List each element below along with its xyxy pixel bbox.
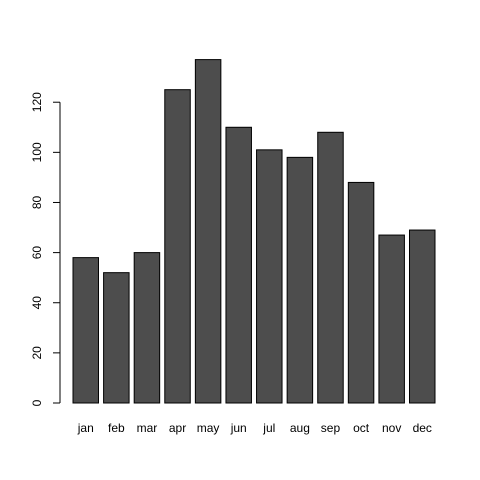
bar: [164, 89, 191, 404]
x-tick-label: nov: [382, 421, 401, 435]
y-tick-label: 100: [30, 142, 44, 162]
x-tick-label: jun: [230, 421, 247, 435]
bar: [103, 272, 130, 404]
x-tick-label: oct: [353, 421, 370, 435]
y-tick-label: 80: [30, 195, 44, 209]
y-tick-label: 0: [30, 399, 44, 406]
bar: [256, 149, 283, 404]
bar: [347, 181, 375, 404]
bar: [72, 257, 99, 404]
bar: [225, 126, 252, 404]
x-tick-label: sep: [321, 421, 341, 435]
bar: [378, 234, 405, 404]
x-tick-label: aug: [290, 421, 310, 435]
x-tick-label: mar: [137, 421, 158, 435]
bar: [409, 229, 436, 404]
y-tick-label: 20: [30, 346, 44, 360]
x-tick-label: feb: [108, 421, 125, 435]
y-tick-label: 120: [30, 92, 44, 112]
y-tick-label: 40: [30, 296, 44, 310]
bar: [286, 156, 314, 404]
x-tick-label: may: [197, 421, 220, 435]
bar: [194, 59, 222, 404]
bar: [317, 131, 344, 404]
x-tick-label: jul: [262, 421, 275, 435]
x-tick-label: apr: [169, 421, 186, 435]
y-tick-label: 60: [30, 246, 44, 260]
x-tick-label: jan: [77, 421, 94, 435]
bar: [133, 252, 161, 404]
x-tick-label: dec: [413, 421, 432, 435]
